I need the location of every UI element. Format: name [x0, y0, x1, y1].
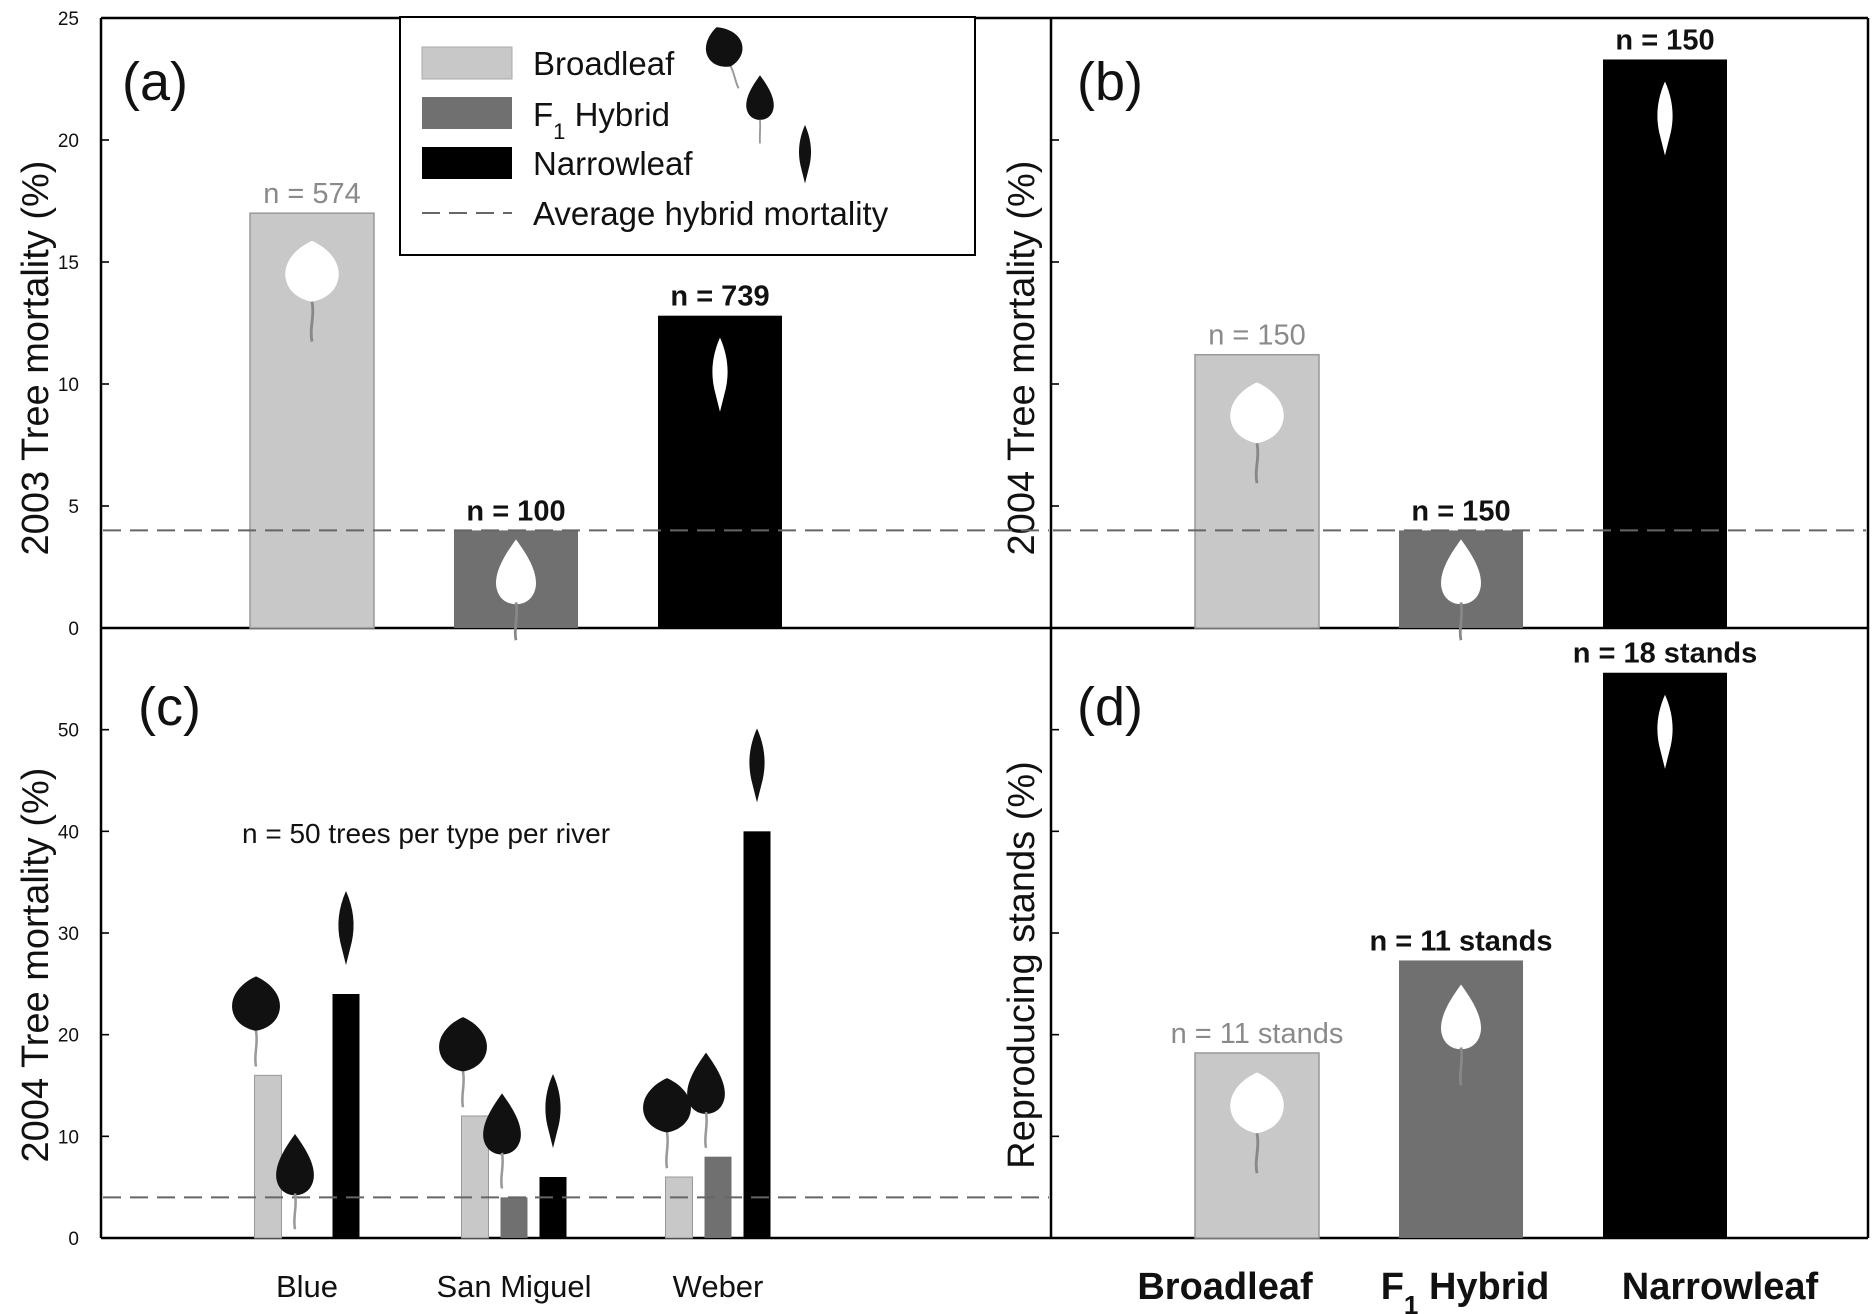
bars-layer [249, 59, 1727, 1239]
bar-label-3-narrowleaf: n = 18 stands [1573, 638, 1758, 670]
panel-0-ytick-label: 25 [58, 9, 79, 30]
panel-0-leaf-broadleaf-icon [285, 240, 339, 342]
panel-b-ylabel: 2004 Tree mortality (%) [1001, 161, 1043, 556]
panel-c-leaf-narrowleaf-2-icon [749, 728, 765, 803]
bar-label-0-hybrid: n = 100 [466, 495, 565, 527]
panel-c-leaf-broadleaf-0-icon [232, 976, 280, 1067]
panel-1-leaf-broadleaf-icon [1230, 382, 1284, 484]
bar-label-0-narrowleaf: n = 739 [670, 281, 769, 313]
panel-b-label: (b) [1077, 52, 1143, 112]
bar-label-1-narrowleaf: n = 150 [1615, 24, 1714, 56]
bar-c-narrowleaf-0 [332, 994, 360, 1238]
panel-a-ylabel: 2003 Tree mortality (%) [15, 161, 57, 556]
panel-2-ytick-label: 0 [68, 1229, 79, 1250]
panel-3-leaf-broadleaf-icon [1230, 1072, 1284, 1174]
panel-0-ytick-label: 15 [58, 253, 79, 274]
panel-d-label: (d) [1077, 677, 1143, 737]
panel-c-leaf-narrowleaf-0-icon [338, 891, 354, 966]
legend-label-average-hybrid: Average hybrid mortality [533, 195, 889, 232]
legend-label-narrowleaf: Narrowleaf [533, 145, 693, 182]
legend-leaf-broadleaf-icon [699, 20, 748, 89]
panel-2-ytick-label: 50 [58, 721, 79, 742]
panel-1-leaf-hybrid-icon [1441, 539, 1481, 641]
panel-c-label: (c) [138, 677, 201, 737]
bar-label-3-broadleaf: n = 11 stands [1171, 1018, 1344, 1050]
bar-label-0-broadleaf: n = 574 [263, 178, 361, 210]
bar-c-hybrid-1 [500, 1197, 528, 1238]
panel-3-leaf-hybrid-icon [1441, 984, 1481, 1086]
legend-swatch-narrowleaf [422, 147, 512, 179]
legend-leaf-hybrid-icon [746, 75, 774, 144]
panel-0-ytick-label: 20 [58, 131, 79, 152]
panel-d-xcat-broadleaf: Broadleaf [1137, 1266, 1313, 1308]
panel-c-annotation: n = 50 trees per type per river [242, 818, 610, 849]
bar-label-1-hybrid: n = 150 [1411, 495, 1510, 527]
bar-c-narrowleaf-1 [539, 1177, 567, 1238]
legend-label-broadleaf: Broadleaf [533, 45, 675, 82]
tick-layer: 0 5 10 15 20 25 0 10 20 30 40 50 [58, 9, 1059, 1250]
panel-0-ytick-label: 10 [58, 375, 79, 396]
bar-c-narrowleaf-2 [743, 831, 771, 1238]
legend-swatch-hybrid [422, 97, 512, 129]
panel-c-leaf-hybrid-0-icon [276, 1134, 314, 1230]
panel-a-label: (a) [122, 52, 188, 112]
panel-d-xcat-hybrid: F1 Hybrid [1381, 1266, 1550, 1314]
panel-c-leaf-hybrid-1-icon [483, 1093, 521, 1189]
leaf-icon-layer [232, 81, 1673, 1230]
panel-c-leaf-hybrid-2-icon [687, 1052, 725, 1149]
bar-label-1-broadleaf: n = 150 [1208, 320, 1306, 352]
panel-c-xcat-san-miguel: San Miguel [436, 1269, 591, 1304]
panel-c-ylabel: 2004 Tree mortality (%) [15, 768, 57, 1163]
legend-swatch-broadleaf [421, 46, 513, 80]
panel-c-leaf-broadleaf-1-icon [439, 1017, 487, 1108]
panel-c-leaf-narrowleaf-1-icon [545, 1074, 561, 1149]
panel-0-ytick-label: 0 [68, 619, 79, 640]
bar-c-broadleaf-2 [665, 1176, 693, 1239]
legend: Broadleaf F1 Hybrid Narrowleaf Average h… [399, 16, 976, 256]
bar-label-layer: n = 574 n = 100 n = 739 n = 150 n = 150 n = 1… [263, 24, 1757, 1049]
panel-c-xcat-weber: Weber [673, 1269, 764, 1304]
panel-c-xcat-blue: Blue [276, 1269, 338, 1304]
panel-d-ylabel: Reproducing stands (%) [1001, 761, 1043, 1169]
panel-2-ytick-label: 40 [58, 822, 79, 843]
panel-2-ytick-label: 30 [58, 924, 79, 945]
reference-line-layer [103, 529, 1866, 1199]
bar-c-broadleaf-0 [254, 1074, 282, 1239]
panel-0-leaf-hybrid-icon [496, 539, 536, 641]
panel-c-leaf-broadleaf-2-icon [643, 1078, 691, 1169]
bar-label-3-hybrid: n = 11 stands [1370, 925, 1553, 957]
panel-2-ytick-label: 10 [58, 1127, 79, 1148]
panel-0-ytick-label: 5 [68, 497, 79, 518]
panel-2-ytick-label: 20 [58, 1026, 79, 1047]
panel-d-xcat-narrowleaf: Narrowleaf [1622, 1266, 1819, 1308]
